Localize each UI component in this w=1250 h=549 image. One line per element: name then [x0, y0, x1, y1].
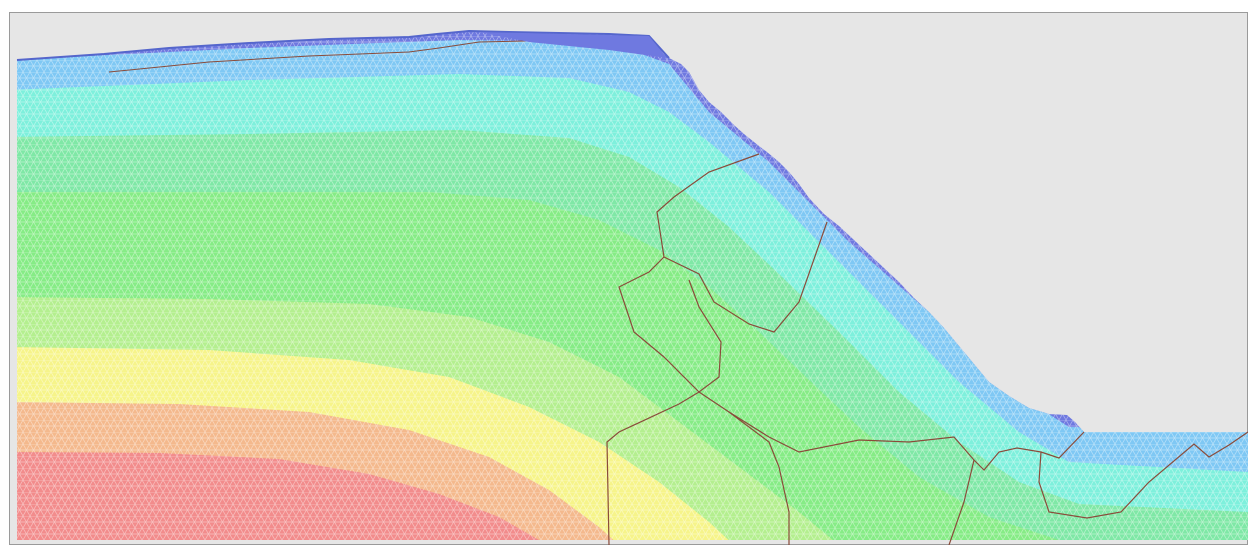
slope-contour-plot	[16, 29, 1248, 545]
block-boundary-lower	[606, 391, 790, 545]
contour-fill-group	[17, 31, 1248, 540]
ground-surface-layers	[16, 29, 670, 73]
block-boundary-group	[606, 153, 1248, 545]
finite-element-mesh	[17, 31, 1248, 540]
ground-surface-line	[16, 29, 670, 61]
block-boundary-middle	[618, 256, 722, 393]
surface-wedge	[479, 32, 667, 58]
block-boundary-right	[948, 431, 1248, 545]
block-boundary-upper	[656, 153, 828, 333]
